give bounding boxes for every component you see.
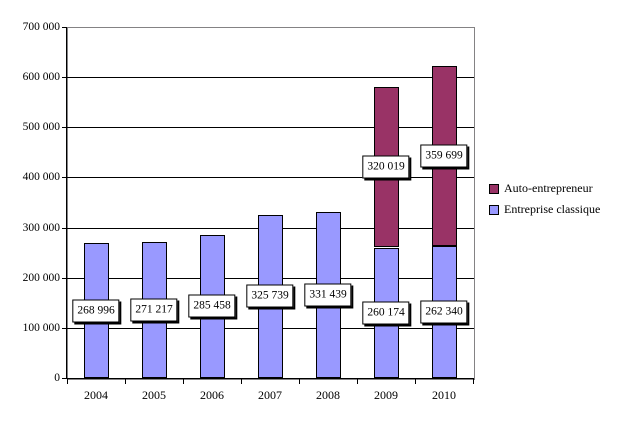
y-axis-tick (62, 228, 67, 229)
bar-value-label: 260 174 (362, 301, 410, 325)
bar-value-label: 359 699 (420, 144, 468, 168)
gridline (67, 77, 474, 78)
x-axis-category-label: 2009 (374, 388, 398, 402)
legend-item-auto-entrepreneur: Auto-entrepreneur (489, 182, 600, 195)
y-axis-tick-label: 100 000 (22, 322, 60, 334)
x-axis-category-label: 2010 (432, 388, 456, 402)
x-axis-tick (125, 379, 126, 384)
bar-value-label: 331 439 (304, 283, 352, 307)
y-axis-tick (62, 127, 67, 128)
gridline (67, 177, 474, 178)
x-axis-tick (473, 379, 474, 384)
legend-item-entreprise-classique: Entreprise classique (489, 203, 600, 216)
y-axis-tick-label: 500 000 (22, 121, 60, 133)
y-axis-tick-label: 400 000 (22, 171, 60, 183)
y-axis-line (66, 27, 67, 379)
bar-value-label: 320 019 (362, 155, 410, 179)
y-axis-tick (62, 378, 67, 379)
x-axis-tick (299, 379, 300, 384)
x-axis-tick (241, 379, 242, 384)
y-axis-tick (62, 77, 67, 78)
x-axis-tick (415, 379, 416, 384)
y-axis-tick-label: 700 000 (22, 21, 60, 33)
x-axis-tick (357, 379, 358, 384)
x-axis-line (66, 378, 474, 379)
x-axis-tick (183, 379, 184, 384)
y-axis-tick-label: 0 (54, 372, 60, 384)
x-axis-category-label: 2006 (200, 388, 224, 402)
legend-swatch-entreprise-classique-icon (489, 204, 499, 215)
x-axis-tick (67, 379, 68, 384)
x-axis-category-label: 2008 (316, 388, 340, 402)
x-axis-category-label: 2007 (258, 388, 282, 402)
y-axis-tick-label: 600 000 (22, 71, 60, 83)
x-axis-category-label: 2004 (84, 388, 108, 402)
y-axis-tick-label: 200 000 (22, 272, 60, 284)
y-axis-tick (62, 177, 67, 178)
bar-value-label: 262 340 (420, 300, 468, 324)
bar-value-label: 325 739 (246, 284, 294, 308)
legend: Auto-entrepreneur Entreprise classique (489, 182, 600, 224)
bar-value-label: 285 458 (188, 294, 236, 318)
legend-swatch-auto-entrepreneur-icon (489, 183, 499, 194)
y-axis-tick (62, 328, 67, 329)
legend-label-entreprise-classique: Entreprise classique (504, 202, 601, 216)
y-axis-tick (62, 278, 67, 279)
legend-label-auto-entrepreneur: Auto-entrepreneur (504, 181, 593, 195)
bar-value-label: 271 217 (130, 298, 178, 322)
y-axis-tick (62, 27, 67, 28)
x-axis-category-label: 2005 (142, 388, 166, 402)
gridline (67, 127, 474, 128)
bar-value-label: 268 996 (72, 299, 120, 323)
y-axis-tick-label: 300 000 (22, 222, 60, 234)
